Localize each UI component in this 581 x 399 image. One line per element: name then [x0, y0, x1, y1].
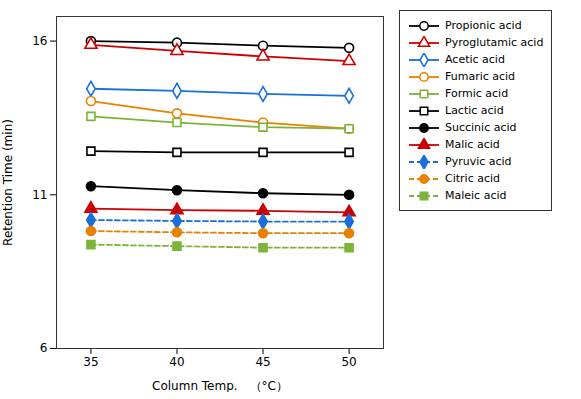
- svg-text:50: 50: [341, 355, 356, 369]
- html-text:Acetic acid: Acetic acid: [445, 53, 505, 66]
- svg-text:11: 11: [32, 188, 47, 202]
- svg-text:35: 35: [83, 355, 98, 369]
- svg-text:45: 45: [255, 355, 270, 369]
- html-text:Citric acid: Citric acid: [445, 172, 500, 185]
- html-text:Pyruvic acid: Pyruvic acid: [445, 155, 512, 168]
- svg-text:Retention Time (min): Retention Time (min): [1, 119, 15, 246]
- svg-text:40: 40: [169, 355, 184, 369]
- svg-text:Column Temp. （°C）: Column Temp. （°C）: [152, 379, 288, 393]
- html-text:Propionic acid: Propionic acid: [445, 19, 522, 32]
- svg-text:6: 6: [40, 341, 48, 355]
- html-text:Pyroglutamic acid: Pyroglutamic acid: [445, 36, 544, 49]
- html-text:Fumaric acid: Fumaric acid: [445, 70, 516, 83]
- svg-text:16: 16: [32, 34, 47, 48]
- html-text:Formic acid: Formic acid: [445, 87, 509, 100]
- html-text:Succinic acid: Succinic acid: [445, 121, 517, 134]
- html-text:Maleic acid: Maleic acid: [445, 189, 507, 202]
- html-text:Malic acid: Malic acid: [445, 138, 500, 151]
- html-text:Lactic acid: Lactic acid: [445, 104, 504, 117]
